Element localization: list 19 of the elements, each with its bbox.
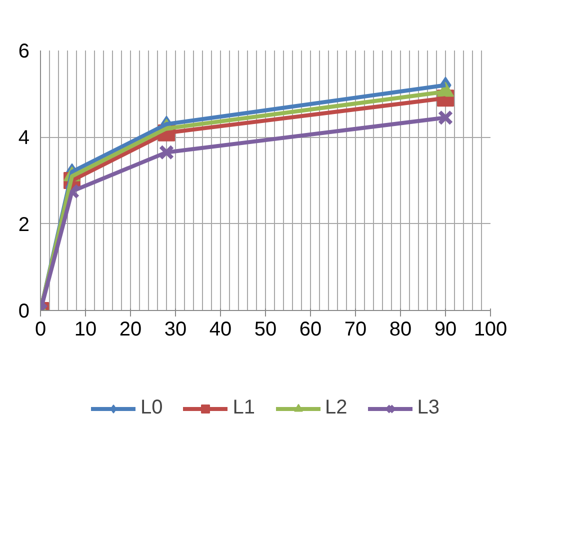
x-tick-label: 0 [34,318,46,340]
x-tick-label: 50 [254,318,277,340]
y-tick-label: 2 [18,214,30,236]
y-tick-label: 4 [18,127,30,150]
x-tick-label: 60 [299,318,322,340]
x-tick-label: 10 [74,318,97,340]
legend-label: L2 [325,396,348,420]
x-tick-label: 20 [119,318,142,340]
legend-label: L0 [140,396,163,420]
x-tick-label: 90 [434,318,457,340]
x-tick-label: 80 [389,318,412,340]
legend-label: L3 [417,396,440,420]
y-tick-label: 6 [18,40,30,62]
x-tick-label: 100 [474,318,508,340]
y-tick-label: 0 [18,300,30,322]
x-tick-label: 30 [164,318,187,340]
x-tick-label: 70 [344,318,367,340]
legend-label: L1 [232,396,255,420]
x-tick-label: 40 [209,318,232,340]
